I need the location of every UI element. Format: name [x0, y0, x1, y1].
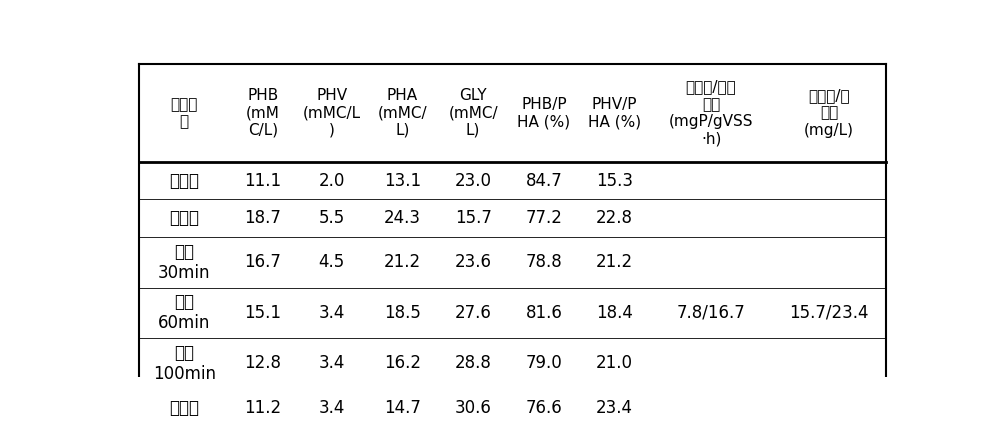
- Text: 好氧
60min: 好氧 60min: [158, 293, 210, 332]
- Text: 23.4: 23.4: [596, 399, 633, 416]
- Text: PHB/P
HA (%): PHB/P HA (%): [517, 97, 571, 129]
- Text: 84.7: 84.7: [526, 172, 562, 190]
- Text: 23.6: 23.6: [455, 253, 492, 271]
- Text: 厌氧初: 厌氧初: [169, 172, 199, 190]
- Text: 24.3: 24.3: [384, 209, 421, 227]
- Text: 5.5: 5.5: [318, 209, 345, 227]
- Text: 28.8: 28.8: [455, 354, 492, 373]
- Text: 3.4: 3.4: [318, 304, 345, 322]
- Text: 14.7: 14.7: [384, 399, 421, 416]
- Text: PHA
(mMC/
L): PHA (mMC/ L): [378, 88, 427, 138]
- Text: 18.7: 18.7: [244, 209, 281, 227]
- Text: 好氧
30min: 好氧 30min: [158, 243, 210, 282]
- Text: 11.2: 11.2: [244, 399, 281, 416]
- Text: 7.8/16.7: 7.8/16.7: [677, 304, 745, 322]
- Text: 79.0: 79.0: [526, 354, 562, 373]
- Text: 15.7/23.4: 15.7/23.4: [789, 304, 869, 322]
- Text: 2.0: 2.0: [318, 172, 345, 190]
- Text: PHB
(mM
C/L): PHB (mM C/L): [246, 88, 280, 138]
- Text: 30.6: 30.6: [455, 399, 492, 416]
- Text: 21.2: 21.2: [384, 253, 421, 271]
- Text: 18.4: 18.4: [596, 304, 633, 322]
- Text: 15.3: 15.3: [596, 172, 633, 190]
- Text: 78.8: 78.8: [526, 253, 562, 271]
- Text: 11.1: 11.1: [244, 172, 281, 190]
- Text: 21.2: 21.2: [596, 253, 633, 271]
- Text: 22.8: 22.8: [596, 209, 633, 227]
- Text: 16.2: 16.2: [384, 354, 421, 373]
- Text: 最大释/吸磷
速率
(mgP/gVSS
·h): 最大释/吸磷 速率 (mgP/gVSS ·h): [669, 79, 753, 147]
- Text: 76.6: 76.6: [526, 399, 562, 416]
- Text: GLY
(mMC/
L): GLY (mMC/ L): [448, 88, 498, 138]
- Text: 4.5: 4.5: [318, 253, 345, 271]
- Text: PHV/P
HA (%): PHV/P HA (%): [588, 97, 641, 129]
- Text: 厌氧末: 厌氧末: [169, 209, 199, 227]
- Text: 27.6: 27.6: [455, 304, 492, 322]
- Text: 13.1: 13.1: [384, 172, 421, 190]
- Text: 18.5: 18.5: [384, 304, 421, 322]
- Text: PHV
(mMC/L
): PHV (mMC/L ): [303, 88, 361, 138]
- Text: 16.7: 16.7: [244, 253, 281, 271]
- Text: 12.8: 12.8: [244, 354, 281, 373]
- Text: 3.4: 3.4: [318, 399, 345, 416]
- Text: 好氧
100min: 好氧 100min: [153, 344, 216, 383]
- Text: 反应阶
段: 反应阶 段: [170, 97, 198, 129]
- Text: 15.7: 15.7: [455, 209, 492, 227]
- Text: 81.6: 81.6: [526, 304, 562, 322]
- Text: 15.1: 15.1: [244, 304, 281, 322]
- Text: 21.0: 21.0: [596, 354, 633, 373]
- Text: 23.0: 23.0: [455, 172, 492, 190]
- Text: 3.4: 3.4: [318, 354, 345, 373]
- Text: 释磷量/吸
磷量
(mg/L): 释磷量/吸 磷量 (mg/L): [804, 88, 854, 138]
- Text: 77.2: 77.2: [526, 209, 562, 227]
- Text: 好氧末: 好氧末: [169, 399, 199, 416]
